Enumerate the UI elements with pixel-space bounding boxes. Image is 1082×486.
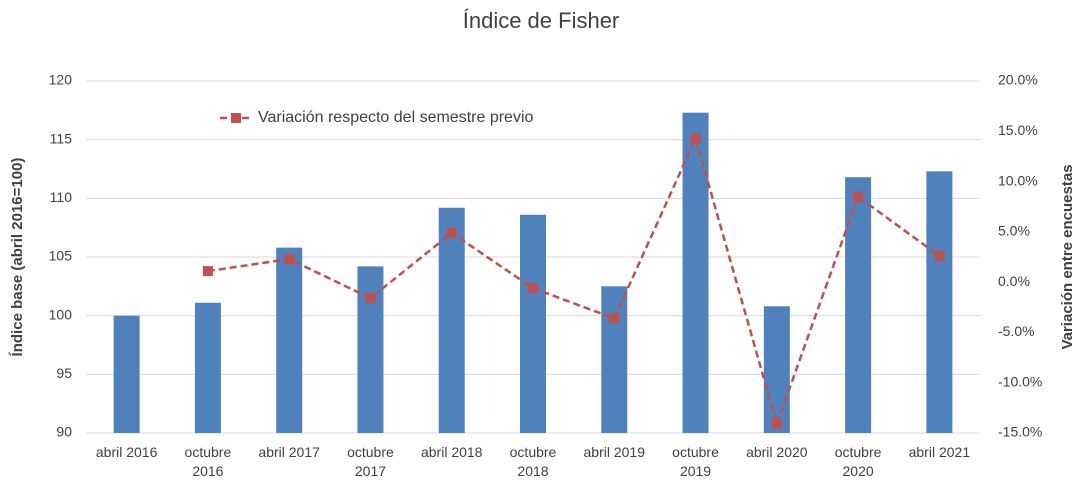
- x-tick-label: abril 2021: [908, 444, 971, 460]
- y2-tick-label: 15.0%: [998, 122, 1038, 138]
- y-tick-label: 115: [50, 130, 73, 146]
- legend-marker: [231, 113, 241, 123]
- y-tick-label: 110: [50, 189, 73, 205]
- x-tick-label: abril 2020: [746, 444, 808, 460]
- y2-tick-label: 5.0%: [998, 223, 1030, 239]
- y2-tick-label: 20.0%: [998, 72, 1038, 88]
- bar: [113, 315, 140, 433]
- y-tick-label: 120: [49, 72, 73, 88]
- y2-axis-title: Variación entre encuestas: [1059, 164, 1076, 349]
- line-marker: [365, 293, 376, 304]
- y-tick-label: 95: [56, 365, 72, 381]
- y-tick-label: 100: [49, 306, 73, 322]
- bar: [276, 247, 303, 433]
- y2-tick-label: 10.0%: [998, 172, 1038, 188]
- bar: [601, 286, 628, 433]
- bar: [926, 171, 953, 433]
- x-tick-label: abril 2019: [583, 444, 646, 460]
- line-marker: [853, 191, 864, 202]
- x-tick-label: abril 2017: [258, 444, 320, 460]
- x-tick-label: abril 2018: [420, 444, 483, 460]
- legend-label: Variación respecto del semestre previo: [258, 109, 533, 126]
- x-tick-label: octubre 2018: [509, 444, 557, 479]
- line-marker: [284, 254, 295, 265]
- bar: [194, 302, 221, 433]
- x-tick-label: abril 2016: [95, 444, 158, 460]
- x-tick-label: octubre 2016: [184, 444, 232, 479]
- line-marker: [690, 133, 701, 144]
- bar: [682, 112, 709, 434]
- line-marker: [528, 283, 538, 294]
- bar: [438, 207, 465, 433]
- line: [207, 134, 941, 429]
- y-tick-label: 90: [56, 424, 72, 440]
- x-tick-label: octubre 2020: [834, 444, 882, 479]
- x-tick-label: octubre 2017: [347, 444, 394, 479]
- y-tick-label: 105: [49, 248, 73, 264]
- chart-title: Índice de Fisher: [463, 8, 620, 33]
- line-marker: [202, 266, 213, 277]
- y2-tick-label: -15.0%: [998, 424, 1042, 440]
- bar: [763, 306, 790, 433]
- line-marker: [934, 250, 945, 261]
- line-marker: [446, 227, 457, 238]
- bar: [845, 177, 872, 433]
- y2-tick-label: -10.0%: [998, 373, 1042, 389]
- y-axis-title: Índice base (abril 2016=100): [9, 158, 26, 357]
- bar: [357, 266, 384, 433]
- y2-tick-label: -5.0%: [998, 323, 1035, 339]
- bar: [519, 214, 547, 433]
- y2-tick-label: 0.0%: [998, 273, 1030, 289]
- line-marker: [771, 418, 782, 429]
- x-tick-label: octubre 2019: [672, 444, 719, 479]
- line-marker: [609, 313, 620, 324]
